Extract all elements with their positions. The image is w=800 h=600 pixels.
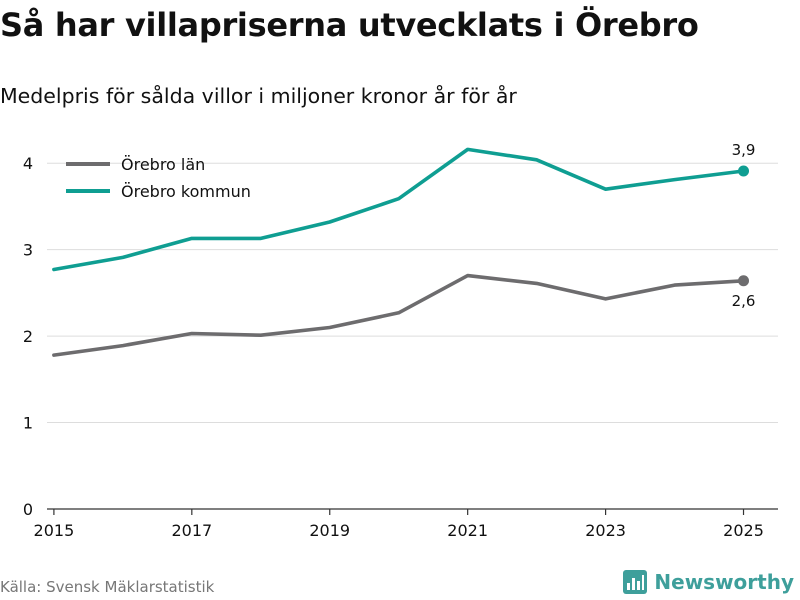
y-tick-label: 1 bbox=[23, 414, 33, 433]
brand-name: Newsworthy bbox=[654, 570, 794, 594]
legend: Örebro län Örebro kommun bbox=[66, 155, 251, 201]
legend-label: Örebro län bbox=[121, 155, 205, 174]
x-tick-label: 2019 bbox=[309, 521, 350, 540]
y-tick-label: 0 bbox=[23, 500, 33, 519]
series-lines: 2,6 3,9 bbox=[52, 141, 756, 357]
x-axis: 2015 2017 2019 2021 2023 2025 bbox=[34, 508, 778, 540]
y-axis: 0 1 2 3 4 bbox=[23, 154, 33, 519]
end-value-label: 2,6 bbox=[732, 292, 756, 310]
x-tick-label: 2015 bbox=[34, 521, 75, 540]
bar-chart-logo-icon bbox=[623, 570, 648, 594]
chart-subtitle: Medelpris för sålda villor i miljoner kr… bbox=[0, 84, 517, 108]
chart-title: Så har villapriserna utvecklats i Örebro bbox=[0, 6, 699, 44]
y-tick-label: 2 bbox=[23, 327, 33, 346]
source-note: Källa: Svensk Mäklarstatistik bbox=[0, 578, 215, 596]
x-tick-label: 2021 bbox=[447, 521, 488, 540]
series-line bbox=[52, 147, 746, 272]
series-end-point bbox=[738, 275, 750, 287]
brand-logo: Newsworthy bbox=[623, 570, 794, 594]
legend-label: Örebro kommun bbox=[121, 182, 251, 201]
x-tick-label: 2017 bbox=[171, 521, 212, 540]
y-tick-label: 4 bbox=[23, 154, 33, 173]
gridlines bbox=[47, 162, 778, 424]
series-line bbox=[52, 273, 746, 357]
y-tick-label: 3 bbox=[23, 241, 33, 260]
x-tick-label: 2023 bbox=[585, 521, 626, 540]
end-value-label: 3,9 bbox=[732, 141, 756, 159]
series-end-point bbox=[738, 165, 750, 177]
x-tick-label: 2025 bbox=[723, 521, 764, 540]
